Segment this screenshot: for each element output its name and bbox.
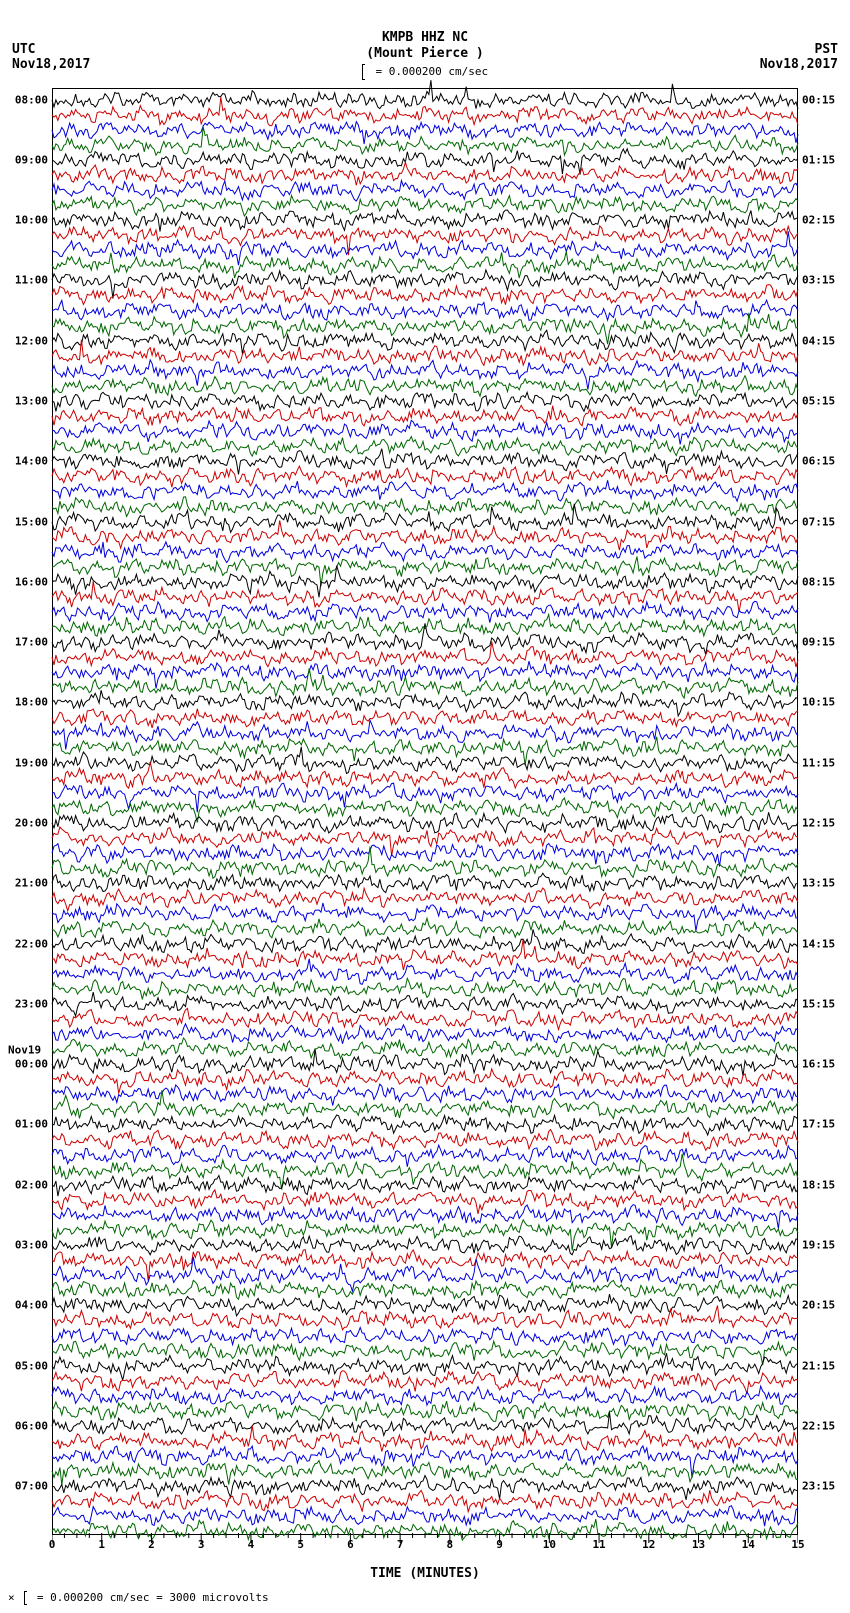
utc-time-label: 23:00: [8, 997, 48, 1010]
pst-time-label: 09:15: [802, 636, 842, 649]
utc-time-label: 15:00: [8, 515, 48, 528]
pst-time-label: 03:15: [802, 274, 842, 287]
x-axis-label: TIME (MINUTES): [52, 1566, 798, 1581]
date-change-label: Nov19: [8, 1044, 41, 1057]
footer-scale: × = 0.000200 cm/sec = 3000 microvolts: [8, 1591, 269, 1605]
pst-time-label: 06:15: [802, 455, 842, 468]
pst-time-label: 19:15: [802, 1239, 842, 1252]
tz-right-label: PST: [760, 42, 838, 57]
pst-time-label: 01:15: [802, 153, 842, 166]
pst-time-label: 15:15: [802, 997, 842, 1010]
seismogram-container: KMPB HHZ NC (Mount Pierce ) UTC Nov18,20…: [0, 0, 850, 1613]
utc-time-label: 10:00: [8, 214, 48, 227]
pst-time-label: 20:15: [802, 1299, 842, 1312]
utc-time-label: 00:00: [8, 1058, 48, 1071]
utc-time-label: 11:00: [8, 274, 48, 287]
pst-time-label: 04:15: [802, 334, 842, 347]
tz-left-label: UTC: [12, 42, 90, 57]
utc-time-label: 13:00: [8, 394, 48, 407]
utc-time-label: 01:00: [8, 1118, 48, 1131]
utc-time-label: 07:00: [8, 1480, 48, 1493]
pst-time-label: 22:15: [802, 1419, 842, 1432]
footer-bar-icon: [24, 1591, 27, 1605]
pst-time-label: 17:15: [802, 1118, 842, 1131]
utc-time-label: 02:00: [8, 1178, 48, 1191]
pst-time-label: 16:15: [802, 1058, 842, 1071]
pst-time-label: 13:15: [802, 877, 842, 890]
pst-time-label: 11:15: [802, 756, 842, 769]
station-name: (Mount Pierce ): [0, 46, 850, 61]
station-code: KMPB HHZ NC: [0, 30, 850, 45]
pst-time-label: 18:15: [802, 1178, 842, 1191]
scale-indicator: = 0.000200 cm/sec: [0, 64, 850, 80]
scale-bar-icon: [362, 64, 365, 80]
utc-time-label: 09:00: [8, 153, 48, 166]
pst-time-label: 07:15: [802, 515, 842, 528]
utc-time-label: 08:00: [8, 93, 48, 106]
utc-time-label: 14:00: [8, 455, 48, 468]
pst-time-label: 23:15: [802, 1480, 842, 1493]
utc-time-label: 17:00: [8, 636, 48, 649]
footer-prefix: ×: [8, 1591, 15, 1604]
scale-text: = 0.000200 cm/sec: [376, 65, 489, 78]
utc-time-label: 20:00: [8, 817, 48, 830]
utc-time-label: 06:00: [8, 1419, 48, 1432]
footer-text: = 0.000200 cm/sec = 3000 microvolts: [37, 1591, 269, 1604]
pst-time-label: 12:15: [802, 817, 842, 830]
utc-time-label: 22:00: [8, 937, 48, 950]
utc-time-label: 03:00: [8, 1239, 48, 1252]
pst-time-label: 02:15: [802, 214, 842, 227]
utc-time-label: 04:00: [8, 1299, 48, 1312]
x-tick-marks: [52, 1533, 798, 1547]
utc-time-label: 19:00: [8, 756, 48, 769]
pst-time-label: 05:15: [802, 394, 842, 407]
utc-time-label: 16:00: [8, 575, 48, 588]
utc-time-label: 12:00: [8, 334, 48, 347]
utc-time-label: 05:00: [8, 1359, 48, 1372]
pst-time-label: 08:15: [802, 575, 842, 588]
pst-time-label: 21:15: [802, 1359, 842, 1372]
pst-time-label: 14:15: [802, 937, 842, 950]
utc-time-label: 18:00: [8, 696, 48, 709]
pst-time-label: 10:15: [802, 696, 842, 709]
pst-time-label: 00:15: [802, 93, 842, 106]
utc-time-label: 21:00: [8, 877, 48, 890]
